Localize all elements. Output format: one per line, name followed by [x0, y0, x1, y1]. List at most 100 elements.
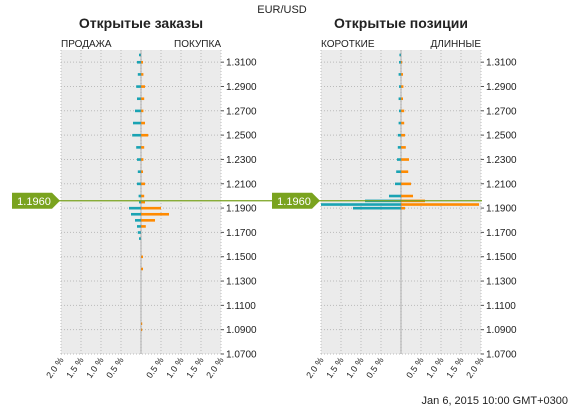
y-tick-label: 1.3100	[226, 58, 257, 69]
bar-right	[401, 60, 403, 64]
bar-right	[401, 85, 404, 88]
bar-right	[401, 73, 403, 76]
x-tick-label: 1.0 %	[84, 355, 105, 380]
x-tick-label: 1.5 %	[324, 355, 345, 380]
y-tick-label: 1.1900	[486, 204, 517, 215]
bar-right	[141, 133, 149, 137]
bar-left	[399, 60, 401, 64]
bar-left	[137, 170, 141, 173]
x-tick-label: 1.0 %	[424, 355, 445, 380]
bar-right	[141, 200, 145, 204]
y-tick-label: 1.1500	[486, 252, 517, 263]
y-tick-label: 1.0900	[226, 325, 257, 336]
bar-left	[398, 73, 401, 76]
left-side-label: КОРОТКИЕ	[321, 39, 375, 50]
bar-left	[137, 73, 141, 76]
bar-left	[131, 212, 141, 216]
bar-left	[395, 182, 401, 186]
bar-left	[132, 133, 141, 137]
x-tick-label: 0.5 %	[364, 355, 385, 380]
bar-left	[321, 203, 401, 206]
bar-right	[401, 97, 403, 101]
bar-left	[137, 60, 141, 64]
positions-panel: 1.3100 1.2900 1.2700 1.2500 1.2300 1.2100 1.19…	[304, 15, 517, 380]
bar-left	[399, 109, 401, 113]
x-tick-label: 2.0 %	[464, 355, 485, 380]
y-tick-label: 1.2900	[486, 82, 517, 93]
bar-left	[396, 170, 401, 173]
y-tick-label: 1.1100	[226, 301, 256, 312]
bar-right	[141, 219, 155, 222]
bar-right	[141, 255, 143, 259]
y-tick-label: 1.2700	[226, 106, 257, 117]
chart-title: EUR/USD	[257, 4, 307, 16]
bar-right	[401, 206, 405, 210]
bar-left	[399, 85, 401, 88]
bar-right	[401, 158, 409, 161]
panel-title: Открытые заказы	[79, 15, 203, 31]
bar-left	[399, 53, 401, 57]
x-tick-label: 2.0 %	[304, 355, 325, 380]
bar-left	[137, 97, 141, 101]
bar-left	[136, 146, 141, 149]
x-tick-label: 0.5 %	[104, 355, 125, 380]
bar-left	[137, 225, 141, 228]
timestamp: Jan 6, 2015 10:00 GMT+0300	[422, 395, 568, 407]
x-tick-label: 1.0 %	[344, 355, 365, 380]
bar-right	[141, 225, 146, 228]
bar-right	[401, 182, 411, 186]
bar-right	[401, 203, 479, 206]
bar-left	[398, 121, 401, 125]
bar-right	[401, 133, 405, 137]
bar-right	[401, 194, 413, 198]
bar-left	[138, 194, 141, 198]
bar-left	[129, 206, 141, 210]
bar-left	[133, 121, 141, 125]
y-tick-label: 1.0900	[486, 325, 517, 336]
y-tick-label: 1.2700	[486, 106, 517, 117]
right-side-label: ПОКУПКА	[174, 39, 221, 50]
price-badge: 1.1960	[12, 192, 60, 209]
bar-right	[141, 73, 144, 76]
bar-left	[389, 194, 401, 198]
right-side-label: ДЛИННЫЕ	[431, 39, 482, 50]
bar-left	[135, 219, 141, 222]
bar-right	[141, 194, 145, 198]
x-tick-label: 0.5 %	[404, 355, 425, 380]
y-tick-label: 1.1300	[486, 277, 517, 288]
price-label: 1.1960	[17, 196, 51, 208]
y-tick-label: 1.2500	[486, 131, 517, 142]
price-badge: 1.1960	[272, 192, 320, 209]
bar-right	[141, 85, 145, 88]
bar-right	[141, 322, 143, 325]
y-tick-label: 1.2300	[226, 155, 257, 166]
y-tick-label: 1.1100	[486, 301, 516, 312]
bar-right	[141, 60, 143, 64]
bar-left	[398, 97, 401, 101]
bar-right	[141, 97, 145, 101]
y-tick-label: 1.2100	[226, 179, 257, 190]
bar-left	[139, 53, 141, 57]
left-side-label: ПРОДАЖА	[61, 39, 112, 50]
bar-left	[397, 158, 401, 161]
y-tick-label: 1.2100	[486, 179, 517, 190]
bar-right	[401, 170, 409, 173]
y-tick-label: 1.1700	[226, 228, 257, 239]
bar-right	[141, 109, 144, 113]
bar-right	[401, 109, 405, 113]
bar-right	[401, 121, 405, 125]
bar-right	[141, 206, 161, 210]
bar-left	[397, 133, 401, 137]
x-tick-label: 1.0 %	[164, 355, 185, 380]
y-tick-label: 1.1900	[226, 204, 257, 215]
bar-right	[141, 267, 143, 271]
bar-left	[137, 158, 141, 161]
bar-left	[353, 206, 401, 210]
orders-panel: 1.3100 1.2900 1.2700 1.2500 1.2300 1.2100 1.19…	[44, 15, 257, 380]
y-tick-label: 1.1700	[486, 228, 517, 239]
bar-left	[137, 231, 141, 234]
x-tick-label: 2.0 %	[44, 355, 65, 380]
bar-left	[139, 237, 141, 240]
y-tick-label: 1.2300	[486, 155, 517, 166]
